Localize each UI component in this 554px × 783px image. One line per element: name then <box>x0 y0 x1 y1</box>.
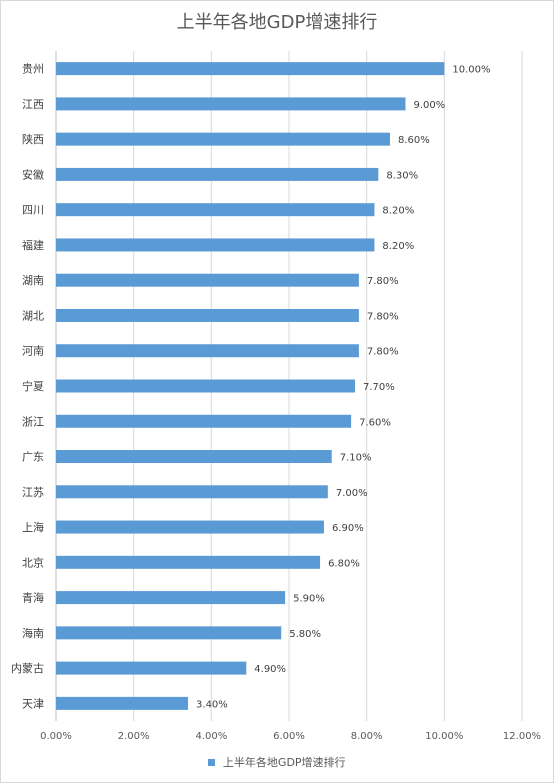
x-tick-label: 6.00% <box>273 731 305 742</box>
bar <box>56 273 359 287</box>
x-tick-label: 10.00% <box>425 731 463 742</box>
data-label: 8.20% <box>382 241 414 252</box>
data-label: 6.90% <box>332 523 364 534</box>
data-label: 4.90% <box>254 664 286 675</box>
category-label: 江苏 <box>22 486 44 499</box>
category-label: 宁夏 <box>22 379 44 393</box>
data-label: 7.80% <box>367 347 399 358</box>
x-tick-label: 12.00% <box>503 731 541 742</box>
data-label: 7.80% <box>367 311 399 322</box>
category-label: 上海 <box>22 520 44 534</box>
category-label: 安徽 <box>22 167 44 181</box>
data-label: 6.80% <box>328 558 360 569</box>
data-label: 7.60% <box>359 417 391 428</box>
bar <box>56 591 286 605</box>
data-label: 10.00% <box>452 65 490 76</box>
data-label: 8.60% <box>398 135 430 146</box>
x-tick-label: 0.00% <box>40 731 72 742</box>
category-label: 陕西 <box>22 132 44 146</box>
category-label: 海南 <box>22 626 44 640</box>
data-label: 7.80% <box>367 276 399 287</box>
bar <box>56 520 324 534</box>
data-label: 8.30% <box>386 170 418 181</box>
bar <box>56 696 189 710</box>
bar <box>56 485 328 499</box>
x-tick-label: 4.00% <box>195 731 227 742</box>
data-label: 7.00% <box>336 488 368 499</box>
category-label: 江西 <box>22 98 44 111</box>
bar <box>56 62 445 76</box>
category-label: 湖北 <box>22 309 44 322</box>
category-label: 湖南 <box>22 274 44 287</box>
chart-title: 上半年各地GDP增速排行 <box>176 12 378 33</box>
category-label: 广东 <box>22 451 44 464</box>
data-label: 5.80% <box>289 629 321 640</box>
data-label: 8.20% <box>382 206 414 217</box>
bar <box>56 344 359 358</box>
category-label: 青海 <box>22 591 44 605</box>
bar <box>56 555 321 569</box>
bar <box>56 167 379 181</box>
data-label: 5.90% <box>293 594 325 605</box>
bar <box>56 379 356 393</box>
category-label: 河南 <box>22 345 44 358</box>
bar <box>56 450 332 464</box>
bar <box>56 97 406 111</box>
data-label: 3.40% <box>196 699 228 710</box>
category-label: 内蒙古 <box>11 661 44 675</box>
category-label: 四川 <box>22 204 44 217</box>
category-label: 福建 <box>22 238 44 252</box>
data-label: 7.70% <box>363 382 395 393</box>
category-label: 贵州 <box>22 63 44 76</box>
x-tick-label: 8.00% <box>351 731 383 742</box>
bar <box>56 626 282 640</box>
legend: 上半年各地GDP增速排行 <box>0 754 554 770</box>
data-label: 7.10% <box>340 453 372 464</box>
data-label: 9.00% <box>414 100 446 111</box>
legend-swatch <box>208 758 216 766</box>
category-label: 天津 <box>22 697 44 710</box>
bar <box>56 238 375 252</box>
bar <box>56 308 359 322</box>
bar <box>56 661 247 675</box>
bar <box>56 132 390 146</box>
bar <box>56 414 352 428</box>
x-tick-label: 2.00% <box>118 731 150 742</box>
category-label: 北京 <box>22 555 44 569</box>
bar <box>56 203 375 217</box>
legend-label: 上半年各地GDP增速排行 <box>222 756 346 769</box>
category-label: 浙江 <box>22 415 44 428</box>
